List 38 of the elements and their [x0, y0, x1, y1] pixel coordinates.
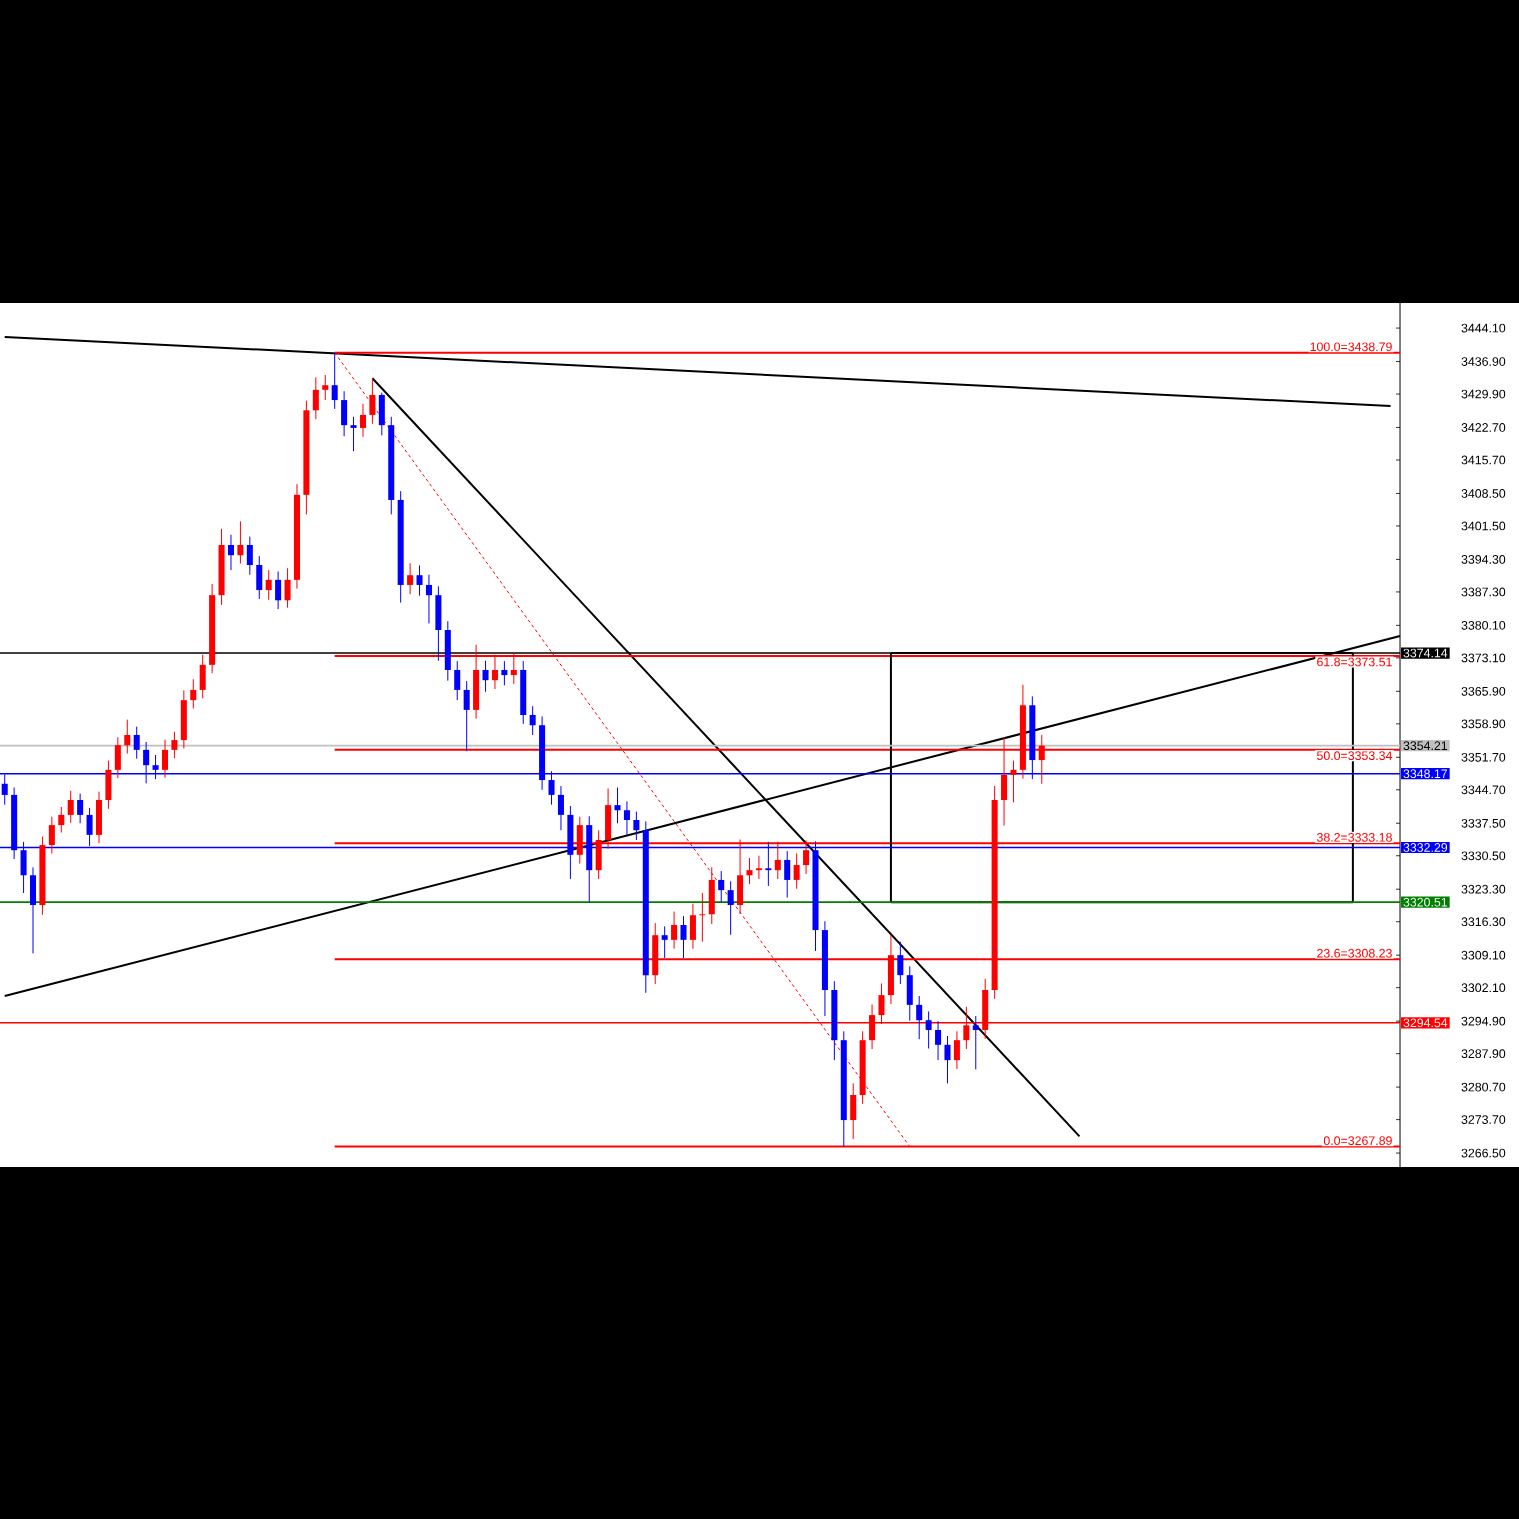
annotation: 61.8=3373.51	[1317, 657, 1392, 667]
annotation: 50.0=3353.34	[1317, 751, 1393, 761]
ref-line-label: 3294.54	[1403, 1018, 1448, 1028]
y-tick-label: 3380.10	[1461, 620, 1506, 630]
annotation: 100.0=3438.79	[1310, 342, 1392, 352]
y-tick-label: 3316.30	[1461, 917, 1506, 927]
ref-line-label: 3354.21	[1403, 741, 1448, 751]
ref-line-label: 3348.17	[1403, 769, 1448, 779]
y-tick-label: 3294.90	[1461, 1016, 1506, 1026]
y-tick-label: 3266.50	[1461, 1148, 1506, 1158]
y-tick-label: 3344.70	[1461, 785, 1506, 795]
y-tick-label: 3287.90	[1461, 1049, 1506, 1059]
y-tick-label: 3358.90	[1461, 719, 1506, 729]
y-tick-label: 3444.10	[1461, 323, 1506, 333]
y-tick-label: 3351.70	[1461, 752, 1506, 762]
y-tick-label: 3429.90	[1461, 389, 1506, 399]
y-tick-label: 3280.70	[1461, 1082, 1506, 1092]
ref-line-label: 3320.51	[1403, 897, 1448, 907]
y-tick-label: 3415.70	[1461, 455, 1506, 465]
y-tick-label: 3373.10	[1461, 653, 1506, 663]
y-tick-label: 3436.90	[1461, 357, 1506, 366]
y-tick-label: 3394.30	[1461, 555, 1506, 564]
y-tick-label: 3365.90	[1461, 686, 1506, 696]
y-tick-label: 3408.50	[1461, 489, 1506, 498]
y-tick-label: 3422.70	[1461, 423, 1506, 432]
y-tick-label: 3401.50	[1461, 521, 1506, 531]
y-tick-label: 3302.10	[1461, 983, 1506, 993]
y-tick-label: 3323.30	[1461, 884, 1506, 894]
ref-line-label: 3374.14	[1403, 648, 1448, 658]
y-tick-label: 3337.50	[1461, 818, 1506, 828]
y-tick-label: 3309.10	[1461, 950, 1506, 960]
y-tick-label: 3330.50	[1461, 851, 1506, 861]
annotation: 23.6=3308.23	[1317, 948, 1392, 958]
y-tick-label: 3273.70	[1461, 1115, 1506, 1124]
annotation: 38.2=3333.18	[1316, 832, 1392, 842]
annotation: 0.0=3267.89	[1323, 1136, 1392, 1146]
y-tick-label: 3387.30	[1461, 587, 1506, 597]
ref-line-label: 3332.29	[1403, 843, 1448, 852]
